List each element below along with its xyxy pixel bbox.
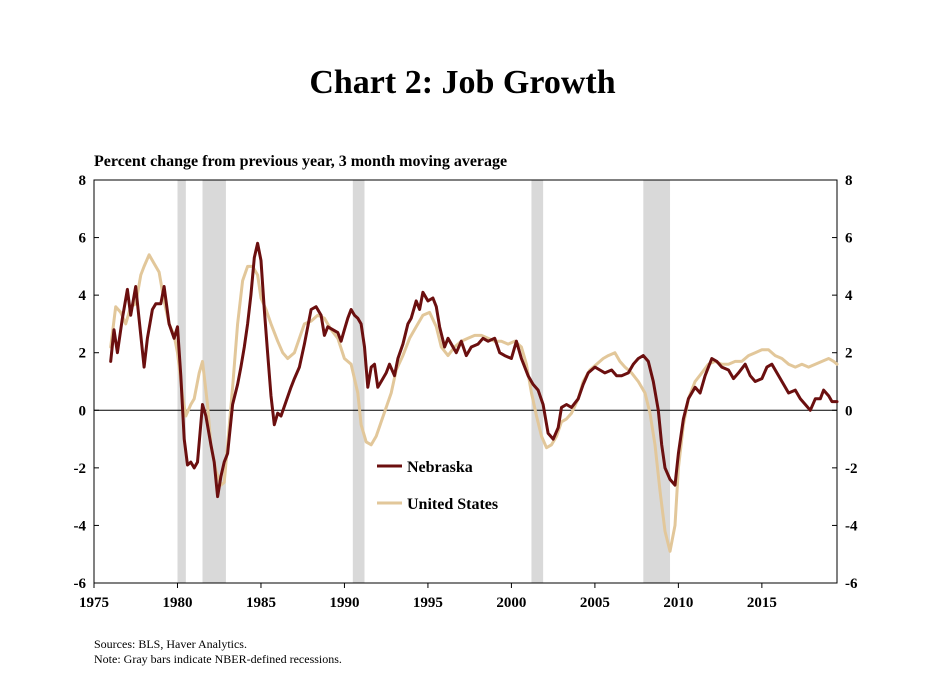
x-tick-label: 1975 (79, 595, 109, 611)
y-tick-label-right: 2 (845, 346, 853, 362)
axis-ticks: -6 -6 -4 -4 -2 -2 0 0 2 2 4 4 6 6 8 8 1975 1980 1985 1990 19… (74, 173, 858, 611)
chart-footnotes: Sources: BLS, Haver Analytics. Note: Gra… (94, 637, 342, 667)
y-tick-label-left: 6 (79, 231, 87, 247)
x-tick-label: 2015 (747, 595, 777, 611)
page-title: Chart 2: Job Growth (309, 64, 616, 101)
recession-bars (177, 180, 671, 583)
x-tick-label: 2010 (663, 595, 693, 611)
x-tick-label: 1980 (162, 595, 192, 611)
recession-bar (352, 180, 365, 583)
y-tick-label-right: -2 (845, 461, 858, 477)
series-line-nebraska (109, 241, 839, 499)
x-tick-label: 1995 (413, 595, 443, 611)
note-text: Note: Gray bars indicate NBER-defined re… (94, 652, 342, 666)
x-tick-label: 1985 (246, 595, 276, 611)
legend-label-nebraska: Nebraska (407, 459, 473, 476)
y-tick-label-left: 0 (79, 403, 87, 419)
recession-bar (643, 180, 671, 583)
y-tick-label-left: 8 (79, 173, 87, 189)
sources-text: Sources: BLS, Haver Analytics. (94, 637, 247, 651)
legend-label-united-states: United States (407, 496, 498, 513)
y-tick-label-left: 2 (79, 346, 87, 362)
chart-subtitle: Percent change from previous year, 3 mon… (94, 153, 508, 170)
y-tick-label-left: 4 (79, 288, 87, 304)
y-tick-label-left: -2 (74, 461, 87, 477)
y-tick-label-right: -4 (845, 518, 858, 534)
plot-frame (93, 179, 838, 584)
y-tick-label-right: -6 (845, 576, 858, 592)
x-tick-label: 2000 (496, 595, 526, 611)
y-tick-label-left: -4 (74, 518, 87, 534)
recession-bar (531, 180, 544, 583)
y-tick-label-right: 8 (845, 173, 853, 189)
y-tick-label-left: -6 (74, 576, 87, 592)
y-tick-label-right: 6 (845, 231, 853, 247)
y-tick-label-right: 4 (845, 288, 853, 304)
y-tick-label-right: 0 (845, 403, 853, 419)
x-tick-label: 2005 (580, 595, 610, 611)
x-tick-label: 1990 (329, 595, 359, 611)
legend: Nebraska United States (377, 459, 498, 513)
series-lines (109, 241, 839, 553)
